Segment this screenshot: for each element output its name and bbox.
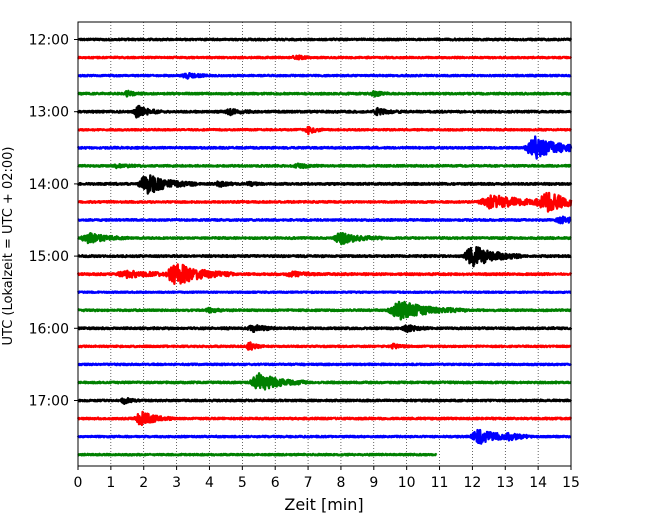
trace-line — [77, 191, 573, 213]
trace-line — [76, 135, 573, 160]
trace-line — [77, 162, 572, 170]
x-tick-label: 12 — [463, 475, 481, 491]
y-axis: 12:00 13:00 14:00 15:00 16:00 17:00 — [29, 33, 78, 410]
trace-line — [77, 290, 572, 295]
x-axis: 0 1 2 3 4 5 6 7 8 9 10 11 12 13 14 15 — [74, 466, 580, 491]
trace-line — [77, 397, 572, 405]
y-tick-label: 12:00 — [29, 33, 69, 49]
x-tick-label: 14 — [529, 475, 547, 491]
plot-frame — [77, 21, 572, 467]
trace-line — [77, 300, 572, 321]
y-tick-label: 17:00 — [29, 394, 69, 410]
trace-line — [77, 125, 572, 136]
y-axis-title: UTC (Lokalzeit = UTC + 02:00) — [1, 147, 16, 346]
trace-line — [77, 37, 573, 42]
x-tick-label: 3 — [172, 475, 181, 491]
trace-line — [76, 428, 572, 445]
x-tick-label: 5 — [238, 475, 247, 491]
x-tick-label: 0 — [74, 475, 83, 491]
y-tick-label: 13:00 — [29, 105, 69, 121]
x-tick-label: 13 — [496, 475, 514, 491]
trace-line — [77, 54, 573, 61]
trace-line — [77, 341, 572, 351]
trace-line — [77, 72, 572, 80]
trace-line — [77, 372, 572, 391]
trace-line — [77, 324, 573, 334]
y-tick-label: 14:00 — [29, 177, 69, 193]
y-tick-label: 16:00 — [29, 321, 69, 337]
x-tick-label: 4 — [205, 475, 214, 491]
trace-line — [77, 362, 572, 367]
trace-line — [77, 232, 572, 246]
trace-line — [77, 89, 572, 98]
x-tick-label: 2 — [139, 475, 148, 491]
trace-line — [76, 174, 573, 195]
x-tick-label: 6 — [271, 475, 280, 491]
trace-line — [76, 410, 573, 427]
trace-lines — [76, 37, 573, 457]
x-tick-label: 11 — [431, 475, 449, 491]
x-tick-label: 10 — [398, 475, 416, 491]
x-tick-label: 1 — [106, 475, 115, 491]
trace-line — [76, 263, 573, 285]
x-tick-label: 8 — [336, 475, 345, 491]
trace-line — [76, 246, 572, 268]
trace-line — [77, 215, 572, 225]
trace-line — [76, 104, 572, 119]
x-tick-label: 9 — [369, 475, 378, 491]
trace-line — [77, 452, 438, 457]
x-axis-title: Zeit [min] — [284, 495, 363, 514]
grid-lines — [110, 22, 539, 466]
x-tick-label: 15 — [562, 475, 580, 491]
y-tick-label: 15:00 — [29, 249, 69, 265]
x-tick-label: 7 — [304, 475, 313, 491]
